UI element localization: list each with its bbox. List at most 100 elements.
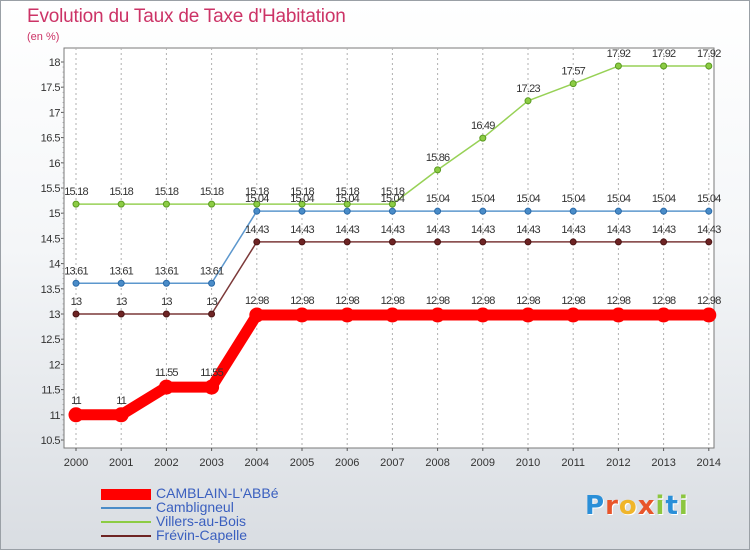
- y-tick-label: 13: [49, 309, 61, 321]
- data-point: [388, 207, 396, 215]
- data-point: [701, 307, 717, 323]
- logo-letter: t: [665, 491, 679, 521]
- data-label: 17.57: [561, 66, 585, 78]
- y-tick-label: 12.5: [41, 334, 61, 346]
- data-label: 14.43: [652, 224, 676, 236]
- legend-label: Frévin-Capelle: [156, 527, 248, 543]
- data-point: [569, 80, 577, 88]
- data-label: 14.43: [381, 224, 405, 236]
- data-label: 15.04: [381, 193, 405, 205]
- data-point: [294, 307, 310, 323]
- y-tick-label: 17.5: [41, 82, 61, 94]
- x-tick-label: 2008: [425, 457, 449, 469]
- y-tick-label: 11: [50, 410, 61, 422]
- data-point: [660, 238, 668, 246]
- data-point: [520, 307, 536, 323]
- data-label: 11.55: [200, 367, 223, 379]
- data-point: [339, 307, 355, 323]
- y-tick-label: 14.5: [41, 233, 61, 245]
- data-label: 14.43: [697, 224, 721, 236]
- x-tick-label: 2009: [471, 457, 495, 469]
- y-tick-label: 15: [49, 208, 61, 220]
- data-point: [479, 238, 487, 246]
- data-point: [705, 62, 713, 70]
- data-point: [479, 207, 487, 215]
- plot-area: [63, 47, 715, 449]
- data-label: 14.43: [245, 224, 269, 236]
- y-tick-label: 14: [49, 259, 61, 271]
- data-label: 15.04: [516, 193, 540, 205]
- data-point: [705, 238, 713, 246]
- data-label: 12.98: [245, 295, 269, 307]
- data-label: 12.98: [697, 295, 721, 307]
- data-point: [388, 238, 396, 246]
- data-label: 14.43: [561, 224, 585, 236]
- data-point: [524, 97, 532, 105]
- data-point: [298, 200, 306, 208]
- y-tick-label: 15.5: [41, 183, 61, 195]
- data-point: [158, 379, 174, 395]
- x-tick-label: 2014: [697, 457, 721, 469]
- data-point: [614, 62, 622, 70]
- data-point: [660, 62, 668, 70]
- data-point: [434, 238, 442, 246]
- y-tick-label: 17: [49, 107, 61, 119]
- data-label: 15.04: [471, 193, 495, 205]
- x-tick-label: 2000: [64, 457, 88, 469]
- data-label: 15.18: [381, 186, 405, 198]
- legend-label: Cambligneul: [156, 499, 234, 515]
- data-label: 17.92: [607, 48, 631, 60]
- data-point: [68, 407, 84, 423]
- data-point: [343, 207, 351, 215]
- data-point: [253, 238, 261, 246]
- x-tick-label: 2001: [109, 457, 133, 469]
- data-point: [113, 407, 129, 423]
- legend-swatch: [101, 521, 151, 523]
- data-point: [298, 207, 306, 215]
- y-tick-label: 11.5: [41, 385, 60, 397]
- data-label: 13.61: [155, 265, 179, 277]
- data-point: [162, 310, 170, 318]
- data-label: 12.98: [381, 295, 405, 307]
- data-point: [72, 279, 80, 287]
- data-label: 14.43: [471, 224, 495, 236]
- data-point: [705, 207, 713, 215]
- data-label: 11: [116, 395, 127, 407]
- data-label: 15.18: [155, 186, 179, 198]
- data-point: [434, 207, 442, 215]
- chart-title: Evolution du Taux de Taxe d'Habitation: [27, 6, 346, 27]
- data-point: [479, 134, 487, 142]
- data-label: 15.86: [426, 152, 450, 164]
- data-label: 14.43: [290, 224, 314, 236]
- data-point: [253, 207, 261, 215]
- data-label: 12.98: [516, 295, 540, 307]
- data-label: 15.18: [290, 186, 314, 198]
- data-point: [204, 379, 220, 395]
- x-tick-label: 2012: [606, 457, 630, 469]
- data-point: [569, 238, 577, 246]
- data-label: 13.61: [200, 265, 224, 277]
- data-label: 13.61: [109, 265, 133, 277]
- data-label: 15.04: [652, 193, 676, 205]
- data-label: 13: [116, 296, 127, 308]
- data-point: [343, 238, 351, 246]
- data-point: [388, 200, 396, 208]
- logo-letter: i: [655, 491, 666, 521]
- x-tick-label: 2011: [561, 457, 585, 469]
- data-label: 15.04: [561, 193, 585, 205]
- data-label: 15.18: [64, 186, 88, 198]
- data-label: 15.04: [697, 193, 721, 205]
- data-label: 15.04: [245, 193, 269, 205]
- logo-letter: x: [637, 491, 656, 521]
- proxiti-logo: Proxiti: [585, 491, 689, 521]
- data-label: 12.98: [607, 295, 631, 307]
- data-label: 17.92: [697, 48, 721, 60]
- data-point: [430, 307, 446, 323]
- data-label: 15.04: [335, 193, 359, 205]
- data-label: 17.92: [652, 48, 676, 60]
- y-tick-label: 10.5: [41, 435, 61, 447]
- x-tick-label: 2006: [335, 457, 359, 469]
- y-tick-label: 16.5: [41, 133, 61, 145]
